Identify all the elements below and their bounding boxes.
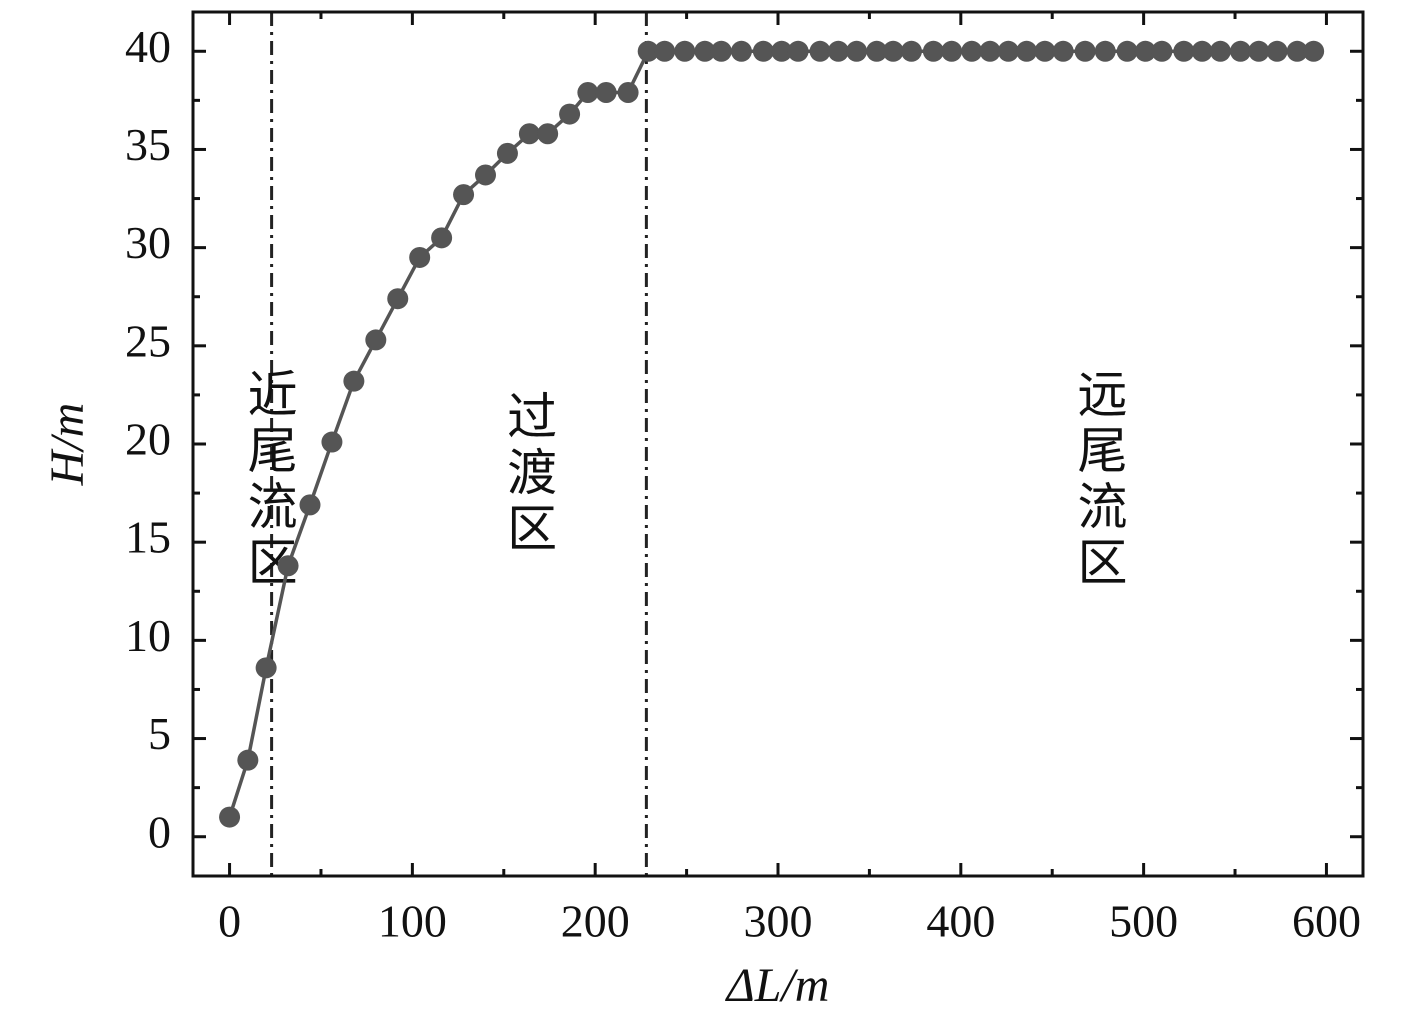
data-point: [846, 40, 868, 62]
x-tick-label: 300: [744, 896, 813, 947]
data-point: [387, 288, 409, 310]
x-tick-label: 100: [378, 896, 447, 947]
data-point: [617, 82, 639, 104]
y-tick-label: 40: [125, 21, 171, 72]
data-point: [1191, 40, 1213, 62]
data-point: [1074, 40, 1096, 62]
data-point: [1286, 40, 1308, 62]
data-point: [518, 123, 540, 145]
data-point: [1303, 40, 1325, 62]
y-tick-label: 15: [125, 512, 171, 563]
region-label: 远尾流区: [1071, 368, 1127, 592]
x-axis-label: ΔL/m: [725, 959, 830, 1012]
data-point: [537, 123, 559, 145]
data-point: [771, 40, 793, 62]
data-point: [321, 431, 343, 453]
data-point: [1266, 40, 1288, 62]
y-tick-label: 0: [148, 806, 171, 857]
data-point: [1151, 40, 1173, 62]
data-point: [941, 40, 963, 62]
x-tick-label: 600: [1292, 896, 1361, 947]
data-point: [674, 40, 696, 62]
x-tick-label: 200: [561, 896, 630, 947]
data-point: [343, 370, 365, 392]
y-tick-label: 20: [125, 414, 171, 465]
data-point: [1209, 40, 1231, 62]
data-point: [1034, 40, 1056, 62]
x-tick-label: 400: [926, 896, 995, 947]
y-axis-label: H/m: [41, 403, 94, 487]
data-point: [710, 40, 732, 62]
y-tick-label: 5: [148, 708, 171, 759]
data-point: [453, 184, 475, 206]
data-point: [595, 82, 617, 104]
data-point: [237, 749, 259, 771]
data-point: [431, 227, 453, 249]
x-tick-label: 0: [218, 896, 241, 947]
data-point: [1248, 40, 1270, 62]
data-point: [299, 494, 321, 516]
data-point: [559, 103, 581, 125]
data-point: [496, 142, 518, 164]
data-point: [277, 555, 299, 577]
data-point: [694, 40, 716, 62]
data-point: [1134, 40, 1156, 62]
data-point: [475, 164, 496, 186]
data-point: [1016, 40, 1038, 62]
data-point: [827, 40, 849, 62]
data-point: [1230, 40, 1252, 62]
data-point: [922, 40, 944, 62]
data-point: [255, 657, 277, 679]
x-tick-label: 500: [1109, 896, 1178, 947]
data-point: [730, 40, 752, 62]
data-point: [997, 40, 1019, 62]
data-point: [961, 40, 983, 62]
data-point: [1052, 40, 1074, 62]
data-point: [654, 40, 676, 62]
data-point: [866, 40, 888, 62]
y-tick-label: 10: [125, 610, 171, 661]
data-line: [227, 49, 1314, 818]
data-point: [979, 40, 1001, 62]
region-label: 近尾流区: [241, 368, 297, 592]
data-point: [365, 329, 387, 351]
y-tick-label: 35: [125, 119, 171, 170]
data-point: [882, 40, 904, 62]
data-point: [787, 40, 809, 62]
plot-frame: [191, 10, 1365, 878]
data-point: [219, 806, 241, 828]
data-point: [900, 40, 922, 62]
data-point: [1094, 40, 1116, 62]
data-point: [1173, 40, 1195, 62]
data-point: [577, 82, 599, 104]
region-label: 过渡区: [500, 390, 556, 558]
data-point: [1116, 40, 1138, 62]
y-tick-label: 25: [125, 315, 171, 366]
data-point: [409, 246, 431, 268]
y-tick-label: 30: [125, 217, 171, 268]
data-point: [752, 40, 774, 62]
data-point: [809, 40, 831, 62]
data-point: [637, 40, 659, 62]
